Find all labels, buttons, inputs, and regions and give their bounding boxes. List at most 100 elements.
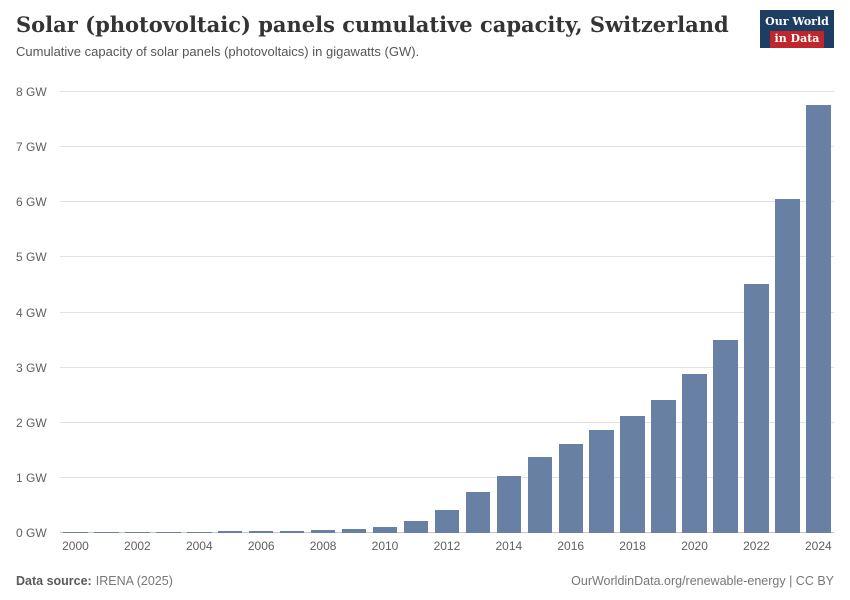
- data-source: Data source: IRENA (2025): [16, 574, 173, 588]
- bar-2005[interactable]: [218, 531, 243, 533]
- y-axis-tick-label: 8 GW: [16, 85, 47, 99]
- bar-slot-2017: [586, 92, 617, 533]
- bar-2012[interactable]: [434, 509, 460, 533]
- bar-slot-2023: [772, 92, 803, 533]
- owid-logo: Our World in Data: [760, 10, 834, 48]
- bar-2007[interactable]: [279, 530, 305, 533]
- bar-2021[interactable]: [713, 339, 738, 533]
- bar-2002[interactable]: [125, 531, 150, 533]
- x-axis-slot-2013: [462, 539, 493, 553]
- gridline-2gw: [60, 421, 834, 423]
- bar-2018[interactable]: [620, 416, 645, 533]
- bar-slot-2015: [524, 92, 555, 533]
- gridline-6gw: [60, 201, 834, 203]
- x-axis-slot-2011: [400, 539, 431, 553]
- y-axis-tick-label: 0 GW: [16, 526, 47, 540]
- bar-2014[interactable]: [496, 475, 522, 533]
- footer-license-link[interactable]: OurWorldinData.org/renewable-energy | CC…: [571, 574, 834, 588]
- bar-slot-2013: [462, 92, 493, 533]
- y-axis-tick-label: 3 GW: [16, 360, 47, 375]
- x-axis-tick-label: 2024: [805, 539, 832, 553]
- x-axis-slot-2015: [524, 539, 555, 553]
- bar-2023[interactable]: [775, 198, 800, 533]
- x-axis-slot-2009: [339, 539, 370, 553]
- bar-slot-2024: [803, 92, 834, 533]
- bar-slot-2020: [679, 92, 710, 533]
- gridline-5gw: [60, 256, 834, 258]
- x-axis-tick-label: 2018: [619, 539, 646, 553]
- bar-2003[interactable]: [156, 531, 181, 533]
- data-source-value: IRENA (2025): [95, 574, 173, 588]
- bar-2016[interactable]: [558, 443, 583, 533]
- bar-slot-2007: [277, 92, 308, 533]
- x-axis-tick-label: 2008: [309, 539, 337, 553]
- bar-slot-2019: [648, 92, 679, 533]
- y-axis-tick-label: 7 GW: [16, 140, 47, 155]
- bar-2017[interactable]: [589, 429, 614, 533]
- gridline-3gw: [60, 366, 834, 368]
- x-axis-slot-2000: 2000: [60, 539, 91, 553]
- bar-2015[interactable]: [527, 457, 552, 533]
- bar-slot-2014: [493, 92, 524, 533]
- x-axis-slot-2002: 2002: [122, 539, 153, 553]
- bar-slot-2018: [617, 92, 648, 533]
- bar-2000[interactable]: [63, 531, 88, 533]
- bar-slot-2021: [710, 92, 741, 533]
- bar-2013[interactable]: [465, 491, 491, 533]
- bar-2022[interactable]: [744, 283, 769, 533]
- bar-slot-2005: [215, 92, 246, 533]
- y-axis-tick-label: 2 GW: [16, 415, 47, 430]
- chart-subtitle: Cumulative capacity of solar panels (pho…: [16, 44, 420, 60]
- y-axis-tick-label: 1 GW: [16, 470, 47, 485]
- x-axis-slot-2007: [277, 539, 308, 553]
- x-axis-slot-2010: 2010: [370, 539, 401, 553]
- bar-slot-2010: [370, 92, 401, 533]
- bar-slot-2011: [400, 92, 431, 533]
- x-axis-slot-2004: 2004: [184, 539, 215, 553]
- x-axis-slot-2019: [648, 539, 679, 553]
- chart-header: Solar (photovoltaic) panels cumulative c…: [16, 12, 750, 61]
- x-axis: 2000 2002 2004 2006 2008 2010 2012 2014 2016 2018…: [60, 539, 834, 553]
- bar-2011[interactable]: [403, 521, 429, 533]
- y-axis-tick-label: 4 GW: [16, 305, 47, 320]
- x-axis-slot-2018: 2018: [617, 539, 648, 553]
- bar-slot-2006: [246, 92, 277, 533]
- x-axis-slot-2006: 2006: [246, 539, 277, 553]
- x-axis-slot-2016: 2016: [555, 539, 586, 553]
- bar-slot-2000: [60, 92, 91, 533]
- x-axis-slot-2001: [91, 539, 122, 553]
- chart-footer: Data source: IRENA (2025) OurWorldinData.…: [16, 574, 834, 588]
- bar-2019[interactable]: [651, 399, 676, 533]
- bar-2001[interactable]: [94, 531, 119, 533]
- x-axis-slot-2017: [586, 539, 617, 553]
- bar-2024[interactable]: [806, 105, 831, 533]
- x-axis-tick-label: 2020: [681, 539, 708, 553]
- x-axis-tick-label: 2000: [62, 539, 89, 553]
- bar-slot-2002: [122, 92, 153, 533]
- bar-2010[interactable]: [372, 526, 398, 533]
- bar-2008[interactable]: [310, 530, 336, 533]
- bar-2006[interactable]: [248, 531, 274, 533]
- bar-slot-2016: [555, 92, 586, 533]
- x-axis-tick-label: 2022: [743, 539, 770, 553]
- plot-area: [60, 91, 834, 533]
- x-axis-tick-label: 2006: [247, 539, 275, 553]
- y-axis-tick-label: 6 GW: [16, 195, 47, 210]
- bar-series: [60, 92, 834, 533]
- bar-2004[interactable]: [187, 531, 212, 533]
- bar-2009[interactable]: [341, 529, 367, 533]
- x-axis-slot-2024: 2024: [803, 539, 834, 553]
- bar-slot-2001: [91, 92, 122, 533]
- bar-slot-2022: [741, 92, 772, 533]
- x-axis-tick-label: 2016: [557, 539, 585, 553]
- bar-2020[interactable]: [682, 374, 707, 533]
- x-axis-slot-2023: [772, 539, 803, 553]
- gridline-8gw: [60, 91, 834, 92]
- chart-title: Solar (photovoltaic) panels cumulative c…: [16, 12, 729, 37]
- gridline-1gw: [60, 476, 834, 478]
- gridline-4gw: [60, 311, 834, 313]
- x-axis-slot-2022: 2022: [741, 539, 772, 553]
- bar-slot-2008: [308, 92, 339, 533]
- x-axis-slot-2021: [710, 539, 741, 553]
